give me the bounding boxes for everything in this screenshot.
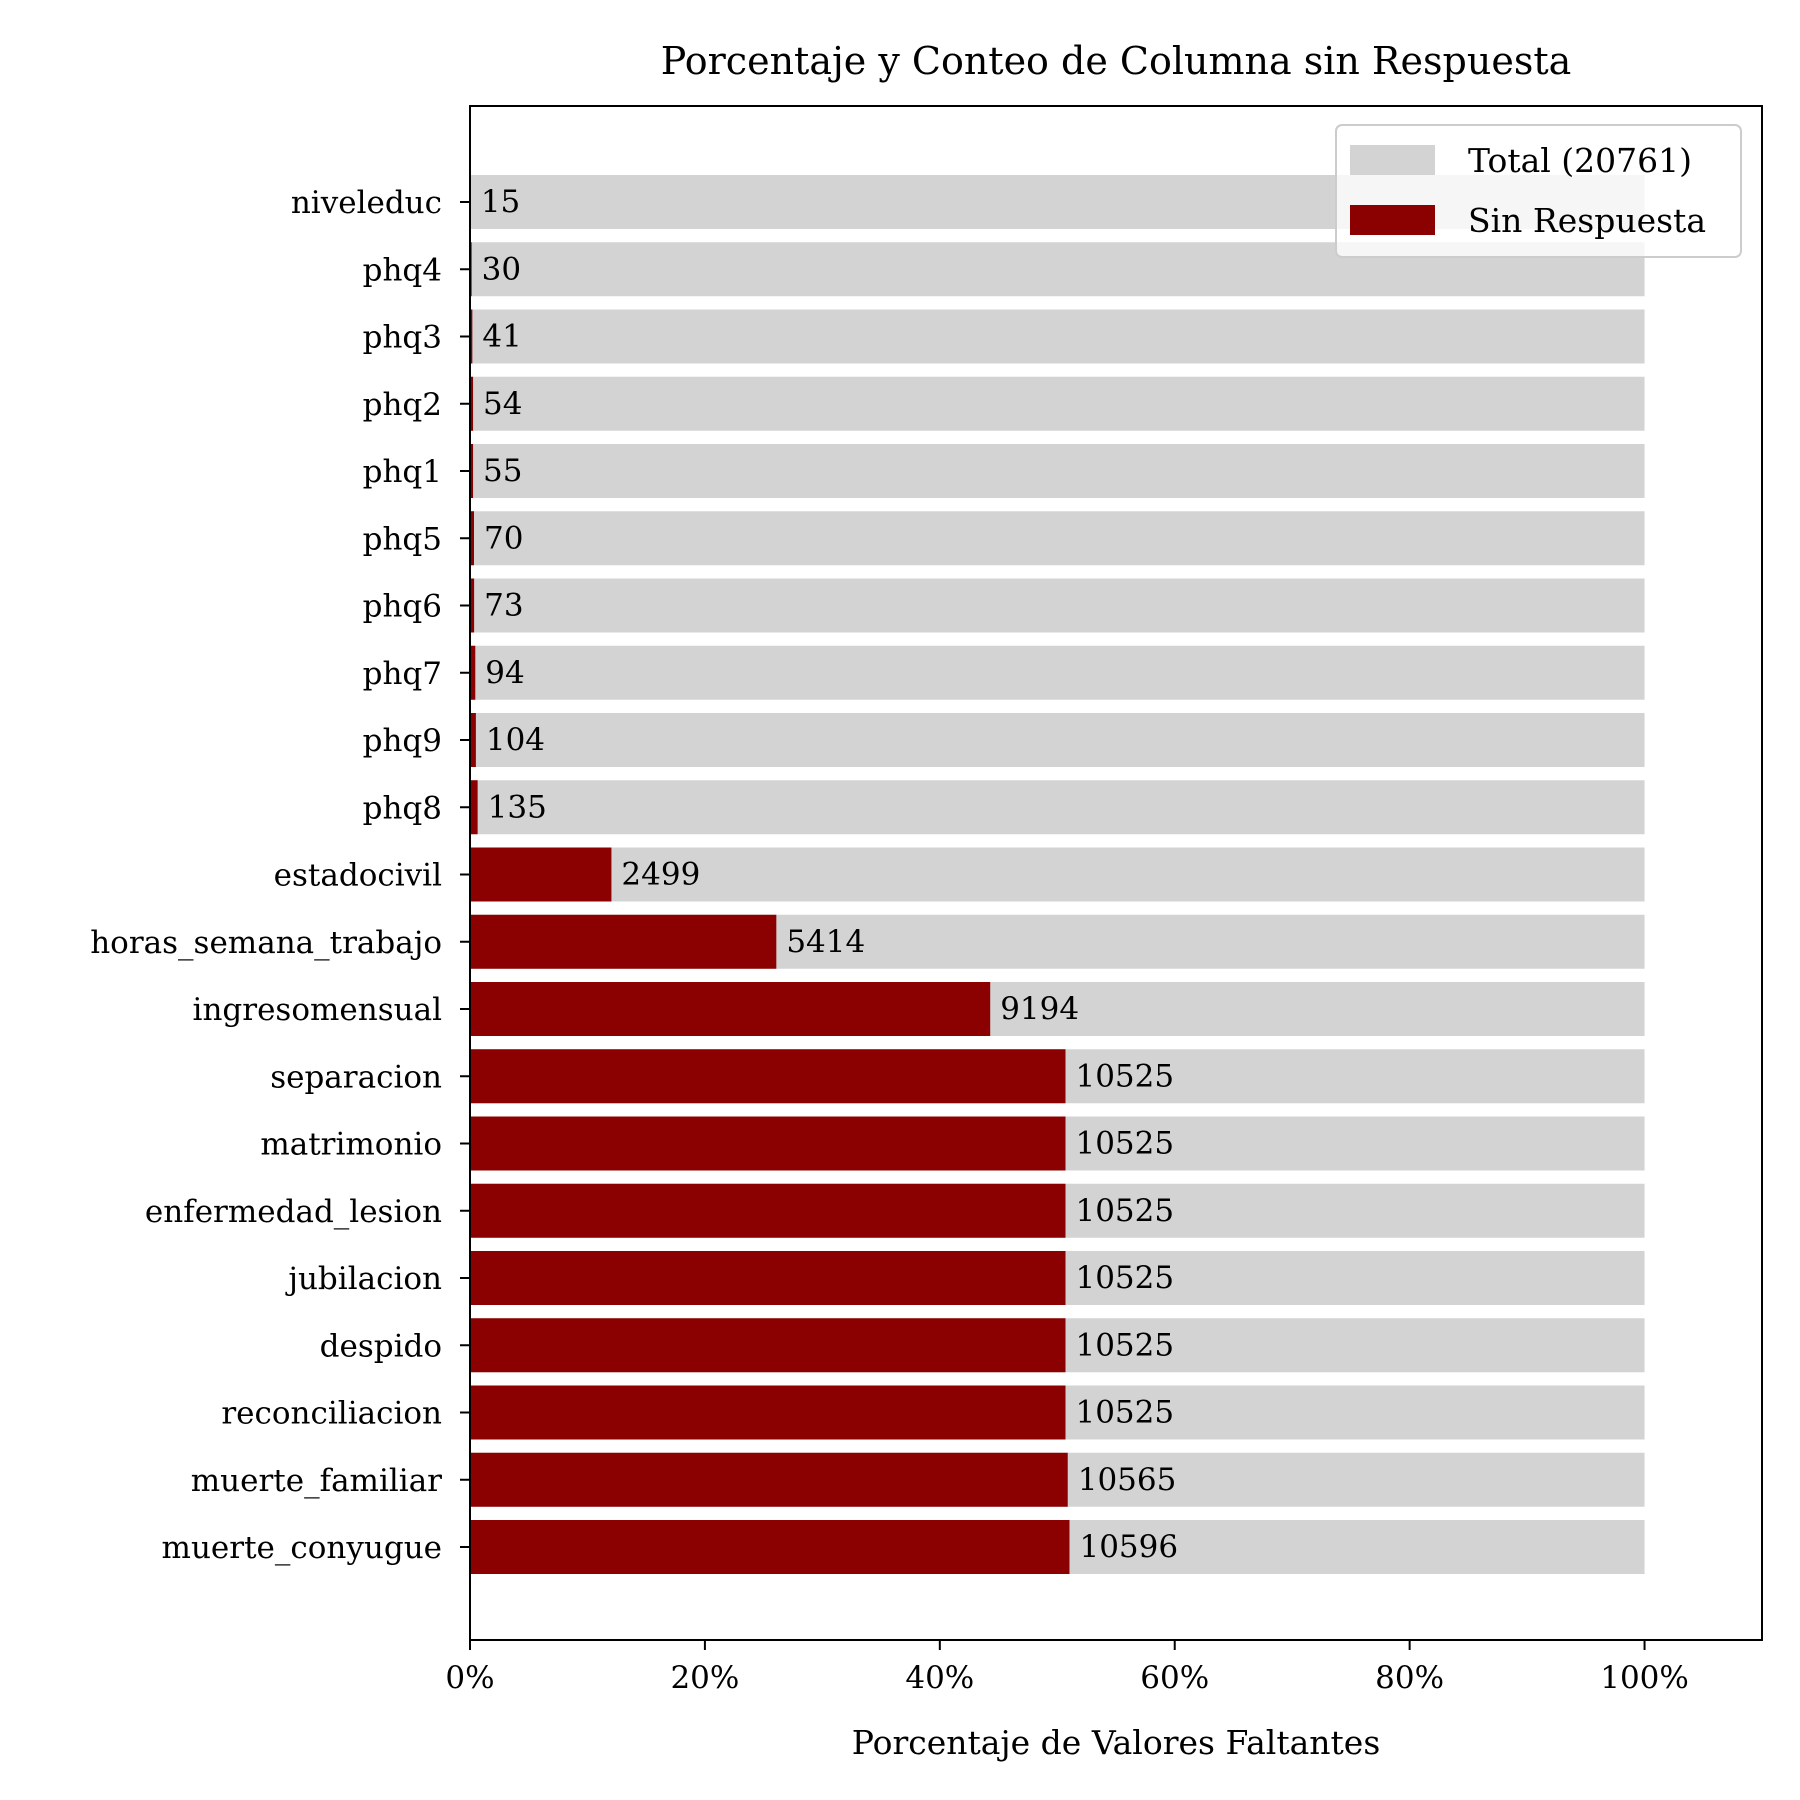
y-tick-label: jubilacion (285, 1261, 442, 1297)
y-tick-label: phq9 (363, 723, 442, 759)
y-tick-label: despido (320, 1328, 442, 1364)
bar-total-phq2 (470, 376, 1645, 431)
y-tick-label: phq6 (363, 589, 442, 625)
bar-sin-respuesta-phq6 (470, 578, 475, 633)
bar-value-label: 10525 (1075, 1058, 1174, 1094)
bar-value-label: 10525 (1075, 1260, 1174, 1296)
bar-sin-respuesta-phq3 (470, 309, 473, 364)
legend-swatch-sin-respuesta (1350, 205, 1435, 235)
bars-layer: 15 30 41 54 55 70 73 94 104 135 2499 5414 9194 10525 1… (470, 175, 1645, 1574)
bar-value-label: 54 (483, 386, 522, 422)
bar-total-phq6 (470, 578, 1645, 633)
legend-box (1335, 124, 1742, 258)
y-tick-label: phq7 (363, 656, 442, 692)
bar-total-phq1 (470, 444, 1645, 498)
bar-sin-respuesta-enfermedad-lesion (470, 1183, 1066, 1238)
bar-total-phq9 (470, 713, 1645, 767)
bar-value-label: 9194 (1000, 991, 1079, 1027)
x-tick-label: 20% (670, 1660, 739, 1696)
y-tick-label: phq2 (363, 387, 442, 423)
bar-sin-respuesta-phq2 (470, 376, 474, 431)
bar-sin-respuesta-phq9 (470, 713, 476, 767)
bar-value-label: 10525 (1075, 1395, 1174, 1431)
y-tick-label: muerte_conyugue (162, 1530, 442, 1566)
bar-value-label: 135 (488, 789, 547, 825)
y-tick-label: reconciliacion (221, 1396, 442, 1432)
bar-value-label: 94 (485, 655, 524, 691)
bar-sin-respuesta-horas-semana-trabajo (470, 914, 777, 969)
y-axis: niveleduc phq4 phq3 phq2 phq1 phq5 phq6 phq7 phq… (90, 185, 470, 1566)
bar-sin-respuesta-muerte-conyugue (470, 1520, 1070, 1574)
y-tick-label: estadocivil (274, 858, 442, 894)
bar-total-phq8 (470, 780, 1645, 835)
y-tick-label: separacion (270, 1059, 442, 1095)
legend: Total (20761) Sin Respuesta (1335, 124, 1742, 258)
chart-title: Porcentaje y Conteo de Columna sin Respu… (661, 39, 1572, 83)
plot-frame (469, 105, 1763, 1641)
bar-total-phq5 (470, 511, 1645, 566)
x-tick-label: 40% (905, 1660, 974, 1696)
y-tick-label: muerte_familiar (191, 1463, 442, 1499)
legend-label-total: Total (20761) (1468, 141, 1692, 180)
bar-value-label: 5414 (786, 924, 865, 960)
bar-sin-respuesta-ingresomensual (470, 982, 991, 1036)
x-tick-label: 0% (445, 1660, 494, 1696)
bar-value-label: 10525 (1075, 1327, 1174, 1363)
bar-value-label: 73 (484, 588, 523, 624)
bar-value-label: 104 (486, 722, 545, 758)
bar-value-label: 10565 (1078, 1462, 1177, 1498)
bar-sin-respuesta-phq7 (470, 645, 476, 700)
x-axis-label: Porcentaje de Valores Faltantes (852, 1723, 1381, 1762)
x-tick-label: 100% (1600, 1660, 1689, 1696)
y-tick-label: phq3 (363, 320, 442, 356)
y-tick-label: phq8 (363, 790, 442, 826)
bar-value-label: 10525 (1075, 1193, 1174, 1229)
bar-sin-respuesta-muerte-familiar (470, 1452, 1068, 1507)
bar-value-label: 41 (482, 319, 521, 355)
bar-sin-respuesta-reconciliacion (470, 1385, 1066, 1440)
legend-label-sin-respuesta: Sin Respuesta (1468, 201, 1706, 240)
bar-value-label: 10525 (1075, 1126, 1174, 1162)
x-tick-label: 60% (1140, 1660, 1209, 1696)
y-tick-label: niveleduc (291, 185, 442, 221)
bar-sin-respuesta-phq8 (470, 780, 478, 835)
y-tick-label: ingresomensual (193, 992, 442, 1028)
y-tick-label: phq5 (363, 521, 442, 557)
y-tick-label: phq1 (363, 454, 442, 490)
bar-value-label: 55 (483, 453, 522, 489)
bar-value-label: 70 (484, 520, 523, 556)
bar-total-estadocivil (470, 847, 1645, 902)
y-tick-label: matrimonio (260, 1127, 442, 1163)
x-axis: 0% 20% 40% 60% 80% 100% (445, 1640, 1689, 1696)
x-tick-label: 80% (1375, 1660, 1444, 1696)
bar-sin-respuesta-phq1 (470, 444, 474, 498)
y-tick-label: phq4 (363, 252, 442, 288)
bar-sin-respuesta-despido (470, 1318, 1066, 1373)
bar-sin-respuesta-phq5 (470, 511, 474, 566)
bar-sin-respuesta-separacion (470, 1049, 1066, 1104)
bar-sin-respuesta-matrimonio (470, 1116, 1066, 1171)
y-tick-label: horas_semana_trabajo (90, 925, 442, 961)
bar-total-phq3 (470, 309, 1645, 364)
bar-sin-respuesta-jubilacion (470, 1251, 1066, 1305)
bar-value-label: 10596 (1079, 1529, 1178, 1565)
y-tick-label: enfermedad_lesion (145, 1194, 442, 1230)
bar-value-label: 30 (482, 251, 521, 287)
bar-sin-respuesta-estadocivil (470, 847, 612, 902)
bar-value-label: 2499 (621, 857, 700, 893)
bar-value-label: 15 (481, 184, 520, 220)
bar-total-phq7 (470, 645, 1645, 700)
legend-swatch-total (1350, 145, 1435, 175)
